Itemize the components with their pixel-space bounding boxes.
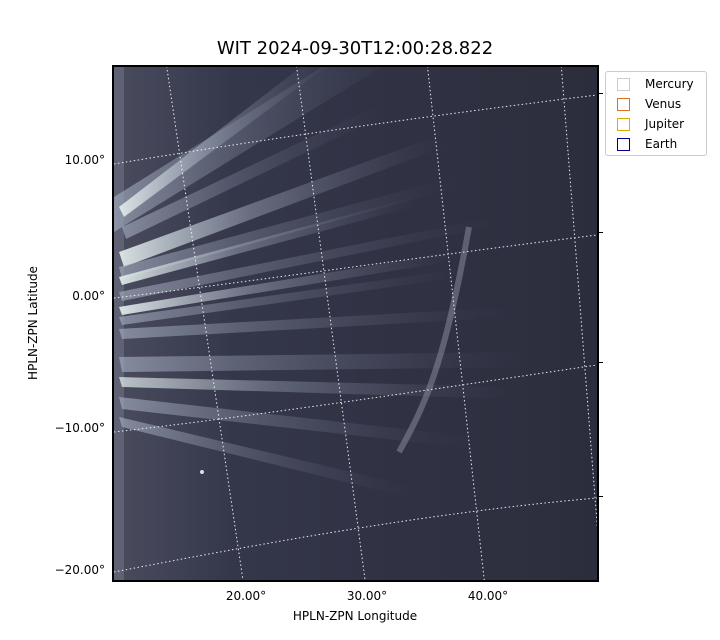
bright-point <box>200 470 204 474</box>
right-tick <box>597 496 603 497</box>
y-tick-label: 10.00° <box>64 153 105 167</box>
legend-swatch <box>617 137 630 151</box>
legend-swatch <box>617 77 630 91</box>
legend-item-earth: Earth <box>617 136 677 152</box>
y-axis-label: HPLN-ZPN Latitude <box>26 266 40 380</box>
right-tick <box>597 93 603 94</box>
x-tick-label: 30.00° <box>346 589 388 603</box>
legend-item-venus: Venus <box>617 96 681 112</box>
coronal-streamers <box>114 67 534 499</box>
edge-glow <box>114 67 124 580</box>
comet-tail <box>396 226 472 454</box>
legend-item-jupiter: Jupiter <box>617 116 684 132</box>
legend-swatch <box>617 117 630 131</box>
legend-label: Venus <box>645 97 682 111</box>
image-canvas <box>114 67 597 580</box>
x-tick-label: 20.00° <box>225 589 267 603</box>
legend-swatch <box>617 97 630 111</box>
x-tick-label: 40.00° <box>467 589 509 603</box>
y-tick-label: −10.00° <box>54 421 105 435</box>
right-tick <box>597 362 603 363</box>
x-axis-label: HPLN-ZPN Longitude <box>292 609 418 623</box>
y-tick-label: −20.00° <box>54 563 105 577</box>
legend-label: Jupiter <box>645 117 685 131</box>
legend-item-mercury: Mercury <box>617 76 694 92</box>
y-tick-label: 0.00° <box>72 289 105 303</box>
right-tick <box>597 232 603 233</box>
legend: Mercury Venus Jupiter Earth <box>605 71 707 156</box>
coordinate-grid <box>114 67 597 580</box>
legend-label: Earth <box>645 137 678 151</box>
legend-label: Mercury <box>645 77 694 91</box>
heliospheric-image <box>112 65 599 582</box>
plot-title: WIT 2024-09-30T12:00:28.822 <box>216 38 494 59</box>
